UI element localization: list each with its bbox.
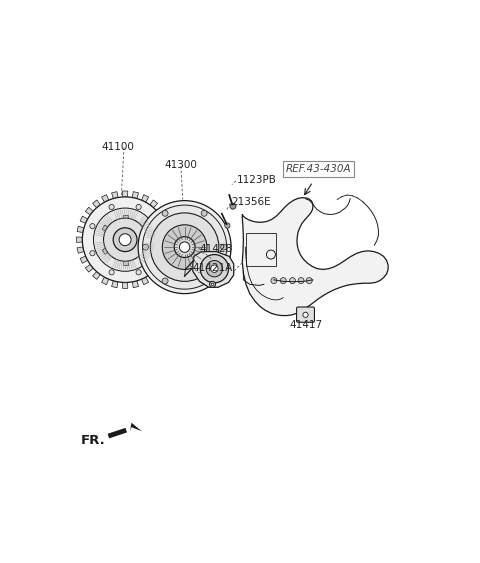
Polygon shape <box>85 207 93 215</box>
Bar <box>137 225 148 234</box>
Circle shape <box>206 261 223 277</box>
Circle shape <box>109 270 114 275</box>
Polygon shape <box>132 281 139 288</box>
Polygon shape <box>130 423 142 431</box>
Polygon shape <box>193 252 234 287</box>
Polygon shape <box>102 195 108 202</box>
Circle shape <box>104 218 147 261</box>
Circle shape <box>155 251 160 256</box>
Circle shape <box>230 203 236 209</box>
Circle shape <box>94 208 156 271</box>
Polygon shape <box>157 207 165 215</box>
Polygon shape <box>132 191 139 198</box>
Polygon shape <box>80 256 87 263</box>
Circle shape <box>155 224 160 229</box>
Circle shape <box>180 242 190 252</box>
Polygon shape <box>77 247 84 253</box>
Text: 41428: 41428 <box>200 244 233 254</box>
Text: 21356E: 21356E <box>231 198 271 208</box>
Text: 41100: 41100 <box>101 142 134 151</box>
Polygon shape <box>93 200 100 208</box>
Text: FR.: FR. <box>81 434 105 447</box>
Text: 41421A: 41421A <box>192 262 232 272</box>
Circle shape <box>109 204 114 209</box>
Circle shape <box>210 282 216 287</box>
Polygon shape <box>168 237 174 243</box>
Circle shape <box>289 278 296 284</box>
Circle shape <box>201 211 207 216</box>
Text: 1123PB: 1123PB <box>237 175 276 185</box>
Polygon shape <box>157 265 165 272</box>
Polygon shape <box>80 216 87 223</box>
Circle shape <box>211 265 218 272</box>
Bar <box>123 215 128 224</box>
Circle shape <box>138 200 231 294</box>
Circle shape <box>162 278 168 284</box>
Circle shape <box>90 224 95 229</box>
Circle shape <box>211 283 214 285</box>
Circle shape <box>298 278 304 284</box>
Polygon shape <box>77 226 84 233</box>
Polygon shape <box>150 200 157 208</box>
Polygon shape <box>112 281 118 288</box>
Circle shape <box>225 223 230 228</box>
FancyBboxPatch shape <box>297 307 314 322</box>
Polygon shape <box>242 198 388 316</box>
Circle shape <box>136 270 141 275</box>
Circle shape <box>174 236 195 257</box>
Polygon shape <box>163 256 170 263</box>
Circle shape <box>143 205 227 289</box>
Polygon shape <box>122 191 128 196</box>
Circle shape <box>113 228 137 252</box>
Polygon shape <box>167 247 173 253</box>
Bar <box>102 245 113 254</box>
FancyArrow shape <box>108 428 127 439</box>
Circle shape <box>83 197 168 283</box>
Polygon shape <box>85 265 93 272</box>
Text: 41417: 41417 <box>289 320 322 330</box>
Polygon shape <box>102 278 108 285</box>
Circle shape <box>271 278 277 284</box>
Polygon shape <box>93 272 100 279</box>
Bar <box>102 225 113 234</box>
Circle shape <box>150 213 219 282</box>
Polygon shape <box>163 216 170 223</box>
Circle shape <box>162 225 207 270</box>
Bar <box>137 245 148 254</box>
Circle shape <box>221 244 227 250</box>
Circle shape <box>136 204 141 209</box>
Circle shape <box>119 234 131 245</box>
Circle shape <box>201 278 207 284</box>
Circle shape <box>143 244 148 250</box>
Polygon shape <box>150 272 157 279</box>
Circle shape <box>162 211 168 216</box>
Text: REF.43-430A: REF.43-430A <box>286 164 351 174</box>
Polygon shape <box>122 283 128 288</box>
Polygon shape <box>76 237 82 243</box>
Circle shape <box>200 254 228 283</box>
Bar <box>123 256 128 265</box>
Polygon shape <box>112 191 118 198</box>
Text: 41300: 41300 <box>165 160 197 170</box>
Circle shape <box>90 251 95 256</box>
Polygon shape <box>167 226 173 233</box>
Polygon shape <box>142 195 149 202</box>
Polygon shape <box>142 278 149 285</box>
Circle shape <box>303 312 308 318</box>
Circle shape <box>280 278 286 284</box>
Circle shape <box>306 278 312 284</box>
